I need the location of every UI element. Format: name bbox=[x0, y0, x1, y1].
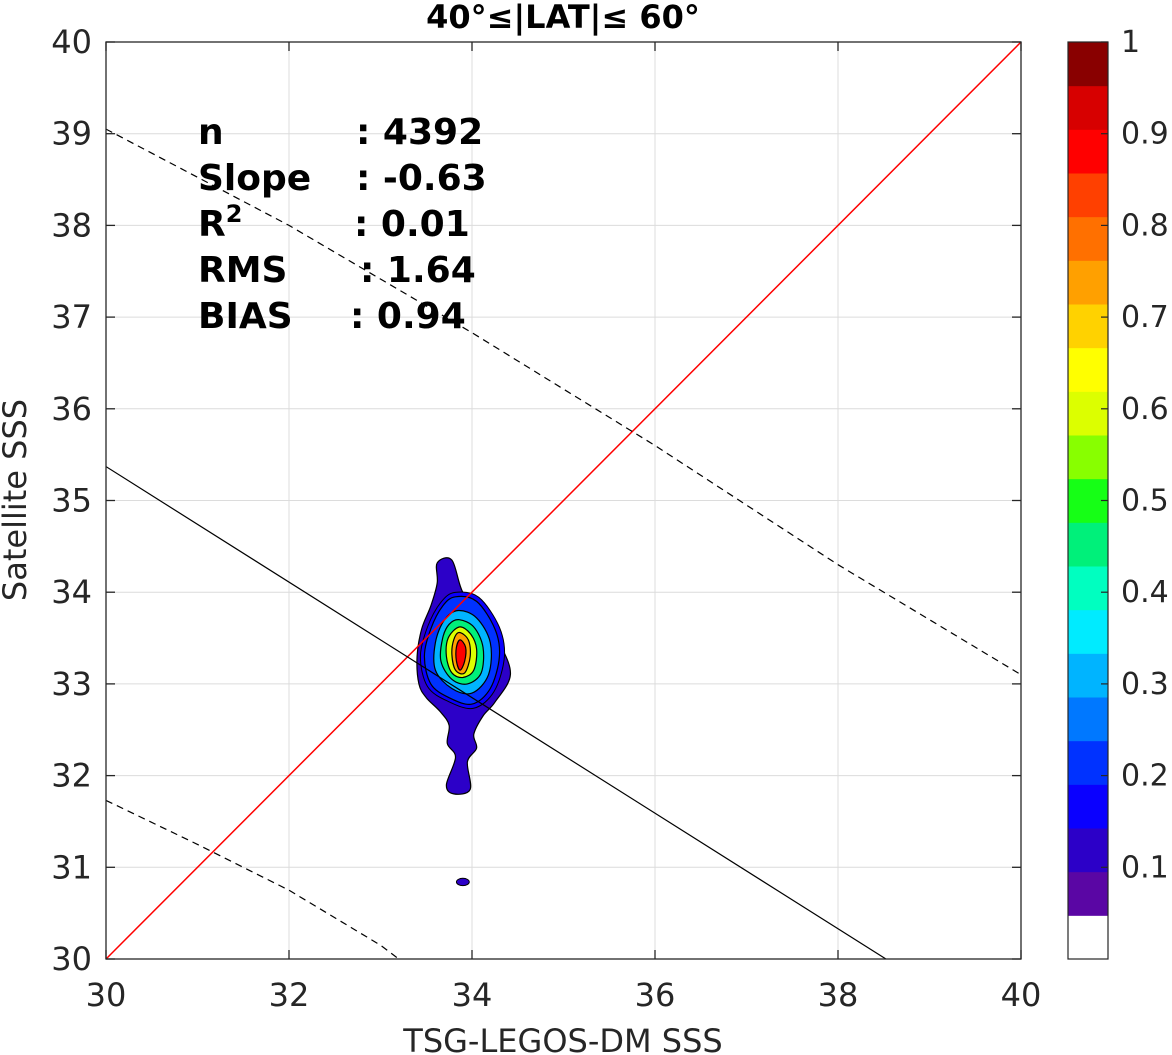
colorbar-tick-label: 0.5 bbox=[1121, 484, 1169, 519]
colorbar-tick-label: 0.3 bbox=[1121, 667, 1169, 702]
x-tick-label: 40 bbox=[1001, 976, 1042, 1014]
colorbar-tick-label: 0.1 bbox=[1121, 850, 1169, 885]
fit-lines bbox=[106, 42, 1021, 959]
colorbar-tick-label: 0.4 bbox=[1121, 575, 1169, 610]
regression-line bbox=[106, 466, 888, 959]
stat-value: : 0.94 bbox=[350, 296, 466, 337]
colorbar-bin bbox=[1068, 391, 1108, 436]
colorbar-tick-label: 1 bbox=[1121, 25, 1140, 60]
colorbar-bin bbox=[1068, 828, 1108, 873]
stats-box: n : 4392 Slope : -0.63 R2 : 0.01 RMS : 1.64 BIAS… bbox=[198, 112, 487, 337]
colorbar-bin bbox=[1068, 216, 1108, 261]
y-tick-label: 38 bbox=[51, 206, 92, 244]
stat-value: : 0.01 bbox=[354, 204, 470, 245]
stat-value: : -0.63 bbox=[356, 158, 487, 199]
colorbar-bin bbox=[1068, 697, 1108, 742]
colorbar-bin bbox=[1068, 566, 1108, 611]
colorbar-tick-label: 0.9 bbox=[1121, 117, 1169, 152]
x-tick-label: 38 bbox=[818, 976, 859, 1014]
stat-value: : 4392 bbox=[356, 112, 483, 153]
grid bbox=[106, 42, 1021, 959]
colorbar-bin bbox=[1068, 42, 1108, 87]
density-contour-0.9 bbox=[455, 639, 467, 671]
colorbar-bin bbox=[1068, 740, 1108, 785]
stat-label: R2 bbox=[198, 200, 242, 245]
colorbar-tick-label: 0.7 bbox=[1121, 300, 1169, 335]
y-tick-label: 36 bbox=[51, 390, 92, 428]
x-tick-label: 30 bbox=[86, 976, 127, 1014]
colorbar-tick-label: 0.2 bbox=[1121, 759, 1169, 794]
y-tick-label: 39 bbox=[51, 115, 92, 153]
colorbar-bin bbox=[1068, 304, 1108, 349]
x-tick-label: 36 bbox=[635, 976, 676, 1014]
colorbar-bin bbox=[1068, 85, 1108, 130]
one-to-one-line bbox=[106, 42, 1021, 959]
x-axis-label: TSG-LEGOS-DM SSS bbox=[402, 1022, 722, 1055]
colorbar-bin bbox=[1068, 435, 1108, 480]
x-tick-label: 34 bbox=[452, 976, 493, 1014]
y-axis-label: Satellite SSS bbox=[0, 399, 34, 601]
stat-value: : 1.64 bbox=[360, 250, 476, 291]
y-tick-label: 34 bbox=[51, 573, 92, 611]
colorbar-bin bbox=[1068, 173, 1108, 218]
density-blob bbox=[455, 877, 470, 887]
colorbar-bin bbox=[1068, 653, 1108, 698]
confidence-lower-line bbox=[106, 799, 400, 959]
y-tick-label: 40 bbox=[51, 23, 92, 61]
colorbar-bin bbox=[1068, 129, 1108, 174]
colorbar: 0.1 0.2 0.3 0.4 0.5 0.6 0.7 0.8 0.9 1 bbox=[1067, 25, 1169, 960]
colorbar-bin bbox=[1068, 871, 1108, 916]
colorbar-bin bbox=[1068, 915, 1108, 960]
colorbar-bin bbox=[1068, 784, 1108, 829]
colorbar-tick-label: 0.6 bbox=[1121, 392, 1169, 427]
colorbar-bin bbox=[1068, 522, 1108, 567]
stat-label: BIAS bbox=[198, 296, 293, 337]
confidence-upper-line bbox=[106, 128, 1021, 676]
colorbar-bin bbox=[1068, 260, 1108, 305]
stat-label: Slope bbox=[198, 158, 311, 199]
colorbar-bin bbox=[1068, 347, 1108, 392]
y-tick-label: 37 bbox=[51, 298, 92, 336]
y-tick-label: 35 bbox=[51, 482, 92, 520]
stat-label: n bbox=[198, 112, 224, 153]
x-tick-label: 32 bbox=[269, 976, 310, 1014]
colorbar-tick-label: 0.8 bbox=[1121, 208, 1169, 243]
y-tick-label: 33 bbox=[51, 665, 92, 703]
chart-title: 40°≤|LAT|≤ 60° bbox=[426, 0, 700, 37]
axis-ticks: 30 32 34 36 38 40 30 31 32 33 34 35 36 37 38 39 40 bbox=[51, 23, 1041, 1014]
y-tick-label: 32 bbox=[51, 757, 92, 795]
stat-label: RMS bbox=[198, 250, 287, 291]
y-tick-label: 31 bbox=[51, 848, 92, 886]
colorbar-bin bbox=[1068, 609, 1108, 654]
y-tick-label: 30 bbox=[51, 940, 92, 978]
